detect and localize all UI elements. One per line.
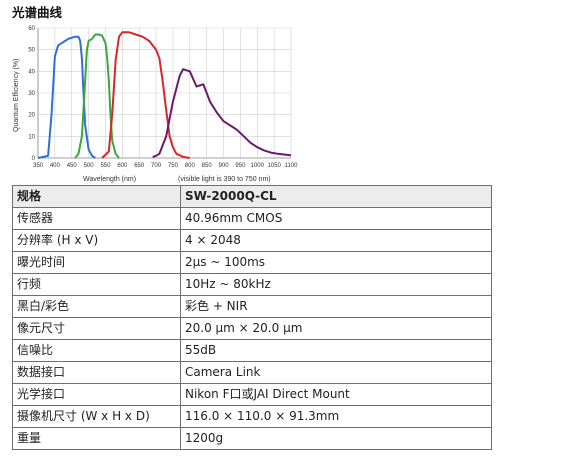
x-tick-label: 750 <box>168 163 179 169</box>
y-tick-label: 0 <box>32 156 36 162</box>
spec-row: 数据接口 Camera Link <box>12 361 492 384</box>
spec-table-header-row: 规格 SW-2000Q-CL <box>12 185 492 208</box>
spec-label: 数据接口 <box>12 361 181 384</box>
spec-value: 1200g <box>180 427 492 450</box>
spec-row: 信噪比 55dB <box>12 339 492 362</box>
spec-row: 曝光时间 2μs ~ 100ms <box>12 251 492 274</box>
y-tick-label: 60 <box>28 26 35 32</box>
spectral-chart: 350 400 450 500 550 600 650 700 750 800 850 900 950 1… <box>13 26 298 183</box>
y-tick-label: 30 <box>28 91 35 97</box>
spec-label: 重量 <box>12 427 181 450</box>
spec-header-label: 规格 <box>12 185 181 208</box>
x-tick-label: 700 <box>151 163 162 169</box>
x-tick-label: 600 <box>117 163 128 169</box>
spec-label: 分辨率 (H x V) <box>12 229 181 252</box>
series-line-4 <box>152 68 292 158</box>
y-ticks: 0 10 20 30 40 50 60 <box>28 26 35 162</box>
x-tick-label: 1050 <box>267 163 281 169</box>
spec-label: 行频 <box>12 273 181 296</box>
x-tick-label: 950 <box>235 163 246 169</box>
spec-row: 光学接口 Nikon F口或JAI Direct Mount <box>12 383 492 406</box>
spec-label: 黑白/彩色 <box>12 295 181 318</box>
spec-label: 传感器 <box>12 207 181 230</box>
y-tick-label: 10 <box>28 134 35 140</box>
spec-value: 10Hz ~ 80kHz <box>180 273 492 296</box>
spec-header-model: SW-2000Q-CL <box>180 185 492 208</box>
x-tick-label: 800 <box>185 163 196 169</box>
spec-table: 规格 SW-2000Q-CL 传感器 40.96mm CMOS 分辨率 (H x V… <box>12 185 492 450</box>
spec-row: 行频 10Hz ~ 80kHz <box>12 273 492 296</box>
y-tick-label: 20 <box>28 113 35 119</box>
spec-value: 20.0 μm × 20.0 μm <box>180 317 492 340</box>
spec-value: 4 × 2048 <box>180 229 492 252</box>
x-tick-label: 550 <box>100 163 111 169</box>
x-ticks: 350 400 450 500 550 600 650 700 750 800 850 900 950 1… <box>33 163 298 169</box>
spec-value: 40.96mm CMOS <box>180 207 492 230</box>
spec-label: 信噪比 <box>12 339 181 362</box>
x-tick-label: 650 <box>134 163 145 169</box>
x-tick-label: 400 <box>50 163 61 169</box>
spec-label: 光学接口 <box>12 383 181 406</box>
y-tick-label: 50 <box>28 48 35 54</box>
grid-layer <box>37 27 292 159</box>
spec-value: 彩色 + NIR <box>180 295 492 318</box>
y-axis-label: Quantum Efficiency (%) <box>13 59 20 132</box>
spec-label: 曝光时间 <box>12 251 181 274</box>
spec-label: 像元尺寸 <box>12 317 181 340</box>
spec-row: 像元尺寸 20.0 μm × 20.0 μm <box>12 317 492 340</box>
spec-value: 116.0 × 110.0 × 91.3mm <box>180 405 492 428</box>
x-tick-label: 350 <box>33 163 44 169</box>
spec-value: Nikon F口或JAI Direct Mount <box>180 383 492 406</box>
series-line-3 <box>101 31 190 159</box>
chart-annotation: (visible light is 390 to 750 nm) <box>178 176 271 183</box>
spec-row: 摄像机尺寸 (W x H x D) 116.0 × 110.0 × 91.3mm <box>12 405 492 428</box>
x-tick-label: 1100 <box>285 163 298 169</box>
page-heading: 光谱曲线 <box>12 5 63 20</box>
x-tick-label: 850 <box>202 163 213 169</box>
spec-row: 重量 1200g <box>12 427 492 450</box>
x-tick-label: 900 <box>219 163 230 169</box>
spec-row: 分辨率 (H x V) 4 × 2048 <box>12 229 492 252</box>
y-tick-label: 40 <box>28 69 35 75</box>
spec-value: 2μs ~ 100ms <box>180 251 492 274</box>
spec-row: 黑白/彩色 彩色 + NIR <box>12 295 492 318</box>
series-layer <box>37 31 292 159</box>
spec-value: Camera Link <box>180 361 492 384</box>
spec-label: 摄像机尺寸 (W x H x D) <box>12 405 181 428</box>
x-tick-label: 450 <box>67 163 78 169</box>
x-tick-label: 1000 <box>251 163 265 169</box>
series-line-1 <box>37 35 96 159</box>
spec-row: 传感器 40.96mm CMOS <box>12 207 492 230</box>
x-tick-label: 500 <box>84 163 95 169</box>
spec-value: 55dB <box>180 339 492 362</box>
x-axis-label: Wavelength (nm) <box>83 176 136 183</box>
